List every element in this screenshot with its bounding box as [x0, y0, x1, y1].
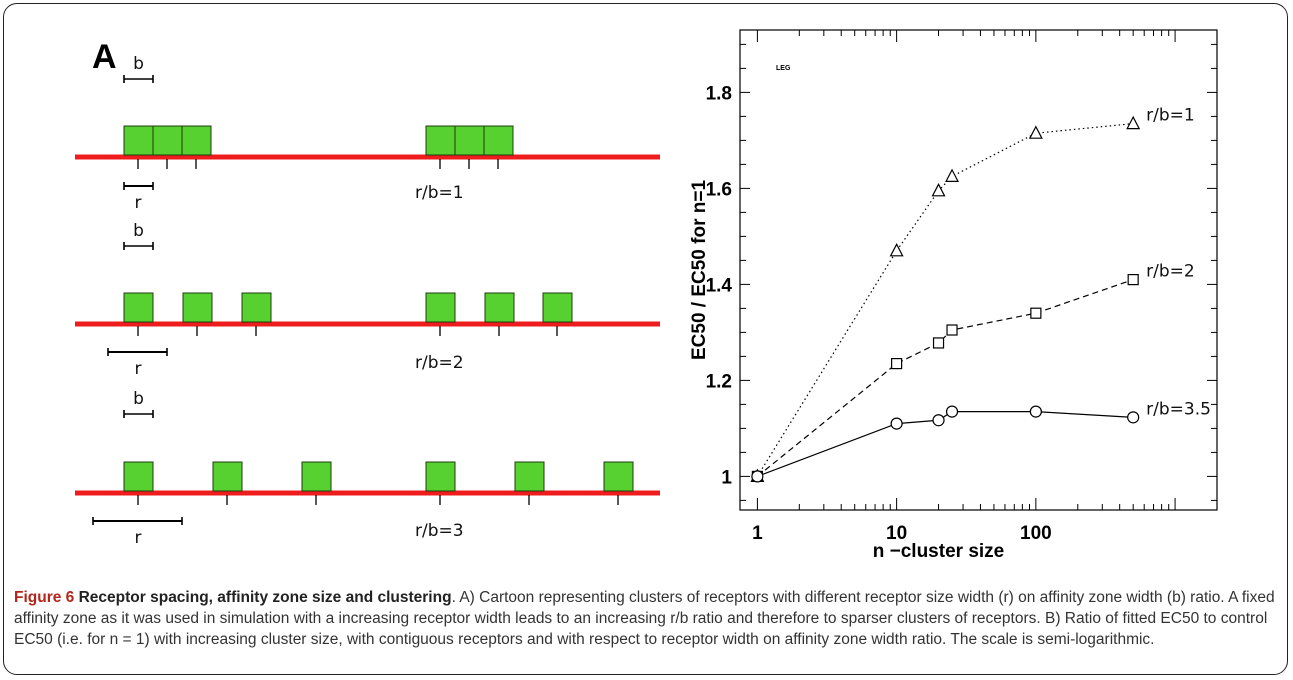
triangle-marker	[1126, 115, 1141, 130]
circle-marker	[1127, 411, 1140, 424]
receptor-box	[514, 461, 545, 492]
ratio-label: r/b=2	[415, 353, 464, 373]
x-axis-title: n −cluster size	[873, 541, 1004, 562]
panel-label: A	[92, 38, 117, 76]
triangle-marker	[945, 168, 960, 182]
receptor-box	[212, 461, 243, 492]
series-label: r/b=2	[1146, 262, 1195, 282]
cartoon-row: b r r/b=3	[75, 389, 660, 548]
y-tick-label: 1.2	[706, 371, 732, 392]
series-line	[756, 123, 1134, 477]
receptor-box	[123, 125, 154, 156]
receptor-box	[241, 292, 272, 323]
y-tick-label: 1.8	[706, 83, 732, 104]
receptor-box	[484, 292, 515, 323]
receptor-box	[123, 292, 154, 323]
receptor-box	[603, 461, 634, 492]
figure-graphic: A br r/b=1br r/b=2br r/b=3 11.21.41.61.81 10…	[75, 29, 1218, 562]
series-line	[757, 279, 1134, 477]
series-label: r/b=1	[1146, 106, 1195, 126]
square-marker	[1030, 307, 1042, 319]
x-tick-label: 1	[752, 523, 763, 544]
y-axis-title: EC50 / EC50 for n=1	[689, 180, 710, 360]
receptor-box	[181, 125, 212, 156]
receptor-cartoon: br r/b=1br r/b=2br r/b=3	[75, 54, 660, 548]
square-marker	[1127, 274, 1139, 286]
circle-marker	[945, 405, 959, 418]
ratio-label: r/b=3	[415, 521, 464, 541]
series-label: r/b=3.5	[1146, 399, 1211, 419]
receptor-box	[182, 292, 213, 323]
b-label: b	[133, 221, 144, 241]
square-marker	[932, 337, 945, 349]
receptor-box	[454, 125, 485, 156]
series-square: r/b=2	[751, 262, 1195, 482]
circle-marker	[932, 414, 945, 427]
legend-text: LEG	[776, 65, 791, 72]
receptor-box	[425, 461, 456, 492]
figure-label: Figure 6	[14, 589, 75, 606]
r-label: r	[135, 359, 142, 379]
triangle-marker	[889, 243, 904, 257]
series-line	[757, 411, 1134, 477]
receptor-box	[425, 125, 456, 156]
x-tick-label: 100	[1020, 523, 1052, 544]
r-label: r	[135, 193, 142, 213]
triangle-marker	[1028, 125, 1043, 139]
y-tick-label: 1	[721, 467, 732, 488]
figure-frame	[3, 3, 1288, 675]
receptor-box	[301, 461, 332, 492]
cartoon-row: b r r/b=2	[75, 221, 660, 379]
ec50-chart: 1 1.2 1.4 1.6 1.8 1 10 100 r/b=1 r/b=2 r/b=3.5 LE…	[689, 29, 1218, 562]
x-tick-label: 10	[886, 523, 907, 544]
receptor-box	[425, 292, 456, 323]
series-layer: r/b=1 r/b=2 r/b=3.5	[750, 106, 1211, 483]
circle-marker	[890, 417, 903, 430]
figure-caption: Figure 6 Receptor spacing, affinity zone…	[14, 587, 1279, 650]
b-label: b	[133, 54, 144, 74]
circle-marker	[1029, 405, 1042, 418]
caption-body: . A) Cartoon representing clusters of re…	[14, 589, 1275, 648]
axis-ticks: 1 1.2 1.4 1.6 1.8 1 10 100	[706, 30, 1218, 544]
receptor-box	[152, 125, 183, 156]
ratio-label: r/b=1	[415, 183, 464, 203]
series-triangle: r/b=1	[750, 106, 1195, 482]
cartoon-row: b r r/b=1	[75, 54, 660, 213]
y-tick-label: 1.4	[706, 275, 733, 296]
square-marker	[891, 358, 903, 370]
square-marker	[946, 324, 958, 336]
plot-frame	[739, 29, 1218, 511]
r-label: r	[135, 528, 142, 548]
receptor-box	[483, 125, 514, 156]
y-tick-label: 1.6	[706, 179, 732, 200]
figure-title: Receptor spacing, affinity zone size and…	[78, 589, 452, 606]
receptor-box	[542, 292, 573, 323]
series-circle: r/b=3.5	[751, 399, 1211, 483]
receptor-box	[123, 461, 154, 492]
b-label: b	[133, 389, 144, 409]
triangle-marker	[931, 183, 946, 197]
circle-marker	[751, 470, 764, 483]
